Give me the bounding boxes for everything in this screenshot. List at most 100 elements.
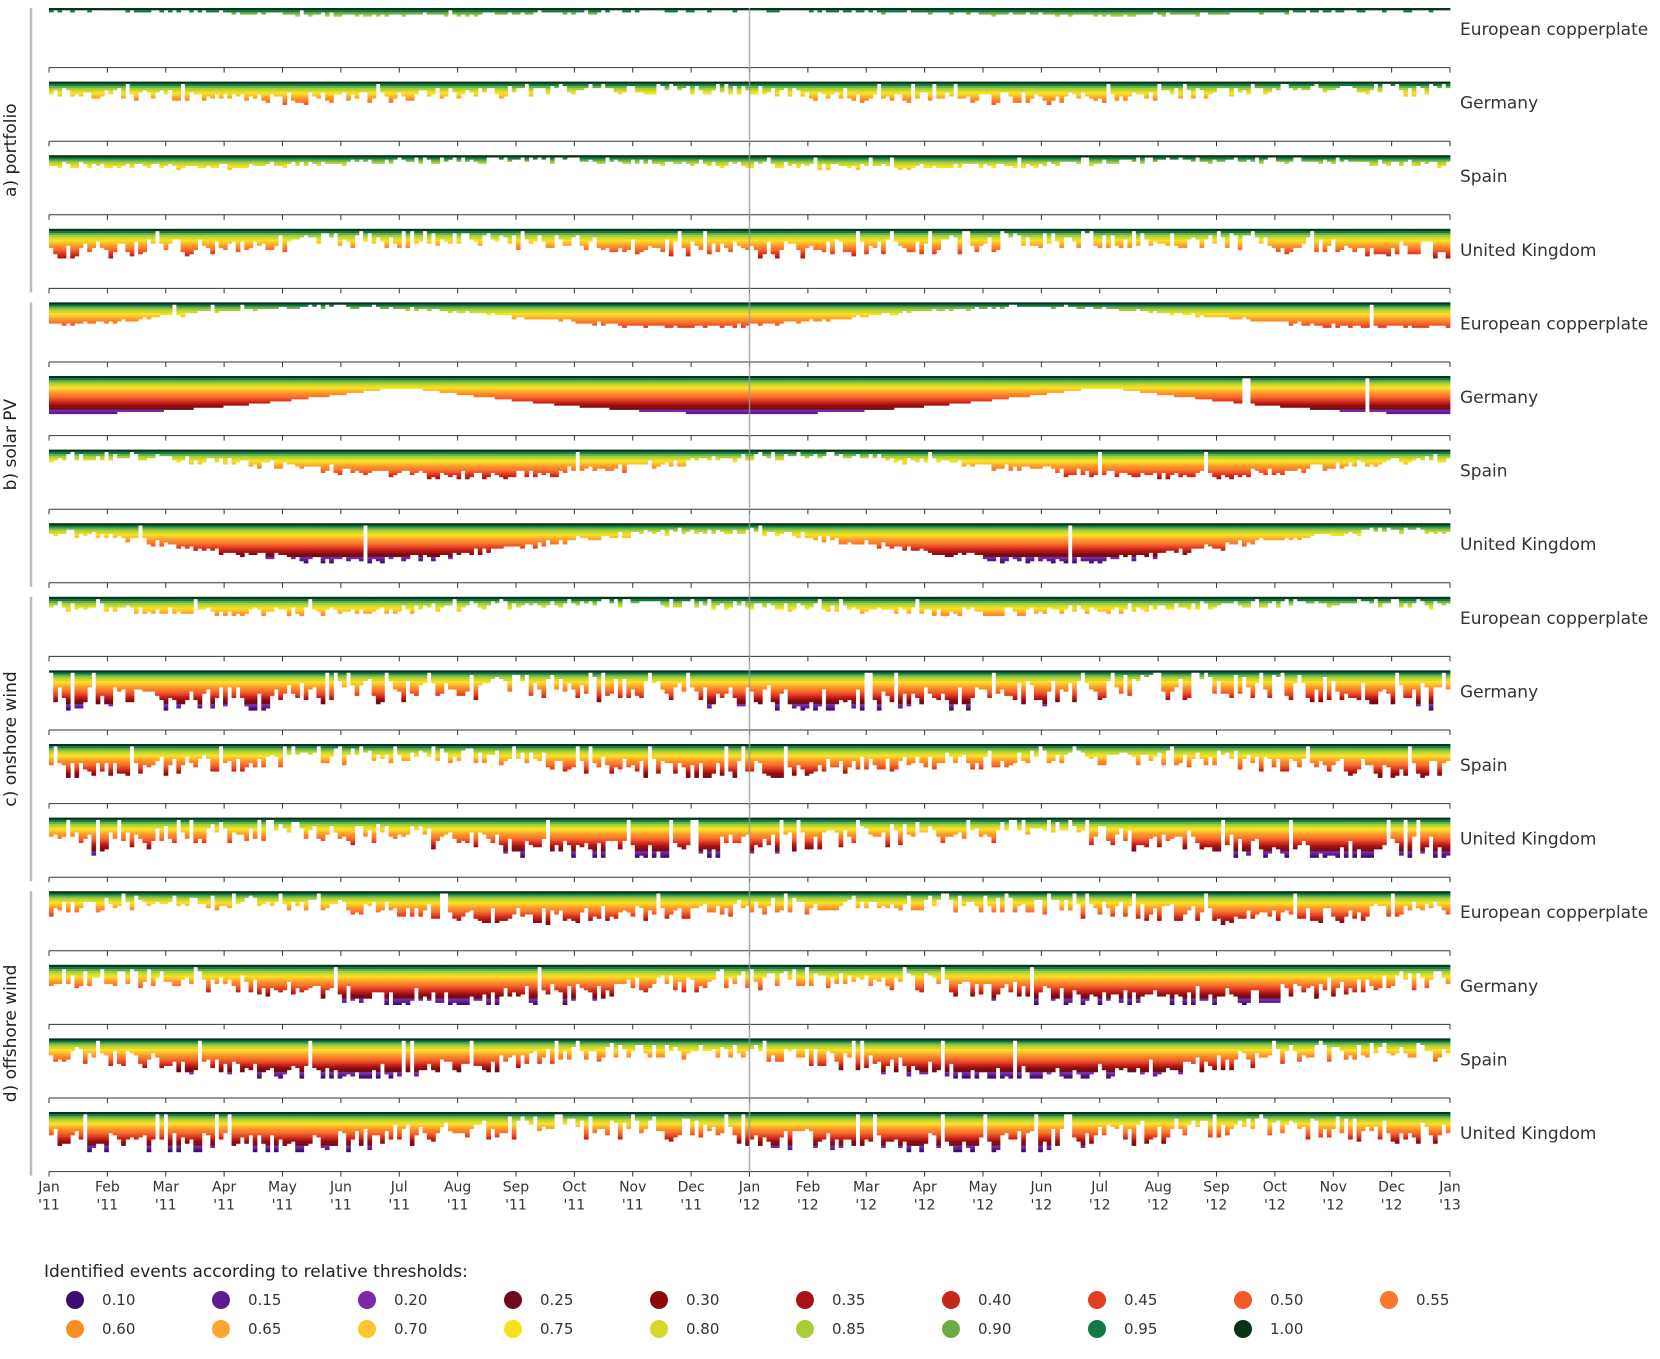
event-bar: [176, 88, 181, 90]
event-bar: [1059, 12, 1064, 14]
event-bar: [550, 8, 555, 10]
event-bar: [66, 84, 71, 86]
event-bar: [57, 88, 62, 90]
event-bar: [512, 8, 517, 10]
event-bar: [406, 8, 411, 10]
event-bar: [134, 92, 139, 94]
event-bar: [584, 8, 589, 10]
event-bar: [87, 82, 92, 84]
event-threshold-chart: European copperplateGermanySpainUnited K…: [0, 0, 1660, 1359]
event-bar: [1127, 10, 1132, 12]
event-bar: [1403, 8, 1408, 10]
event-bar: [495, 12, 500, 14]
event-bar: [189, 86, 194, 88]
event-bar: [147, 82, 152, 84]
event-bar: [563, 8, 568, 10]
event-bar: [401, 10, 406, 12]
event-bar: [1161, 14, 1166, 16]
event-bar: [435, 10, 440, 12]
event-bar: [665, 8, 670, 10]
event-bar: [1161, 10, 1166, 12]
event-bar: [1187, 10, 1192, 12]
event-bar: [121, 88, 126, 90]
event-bar: [554, 10, 559, 12]
event-bar: [384, 10, 389, 12]
event-bar: [210, 8, 215, 10]
event-bar: [1051, 12, 1056, 14]
event-bar: [779, 8, 784, 10]
event-bar: [193, 88, 198, 90]
event-bar: [172, 96, 177, 98]
event-bar: [1208, 8, 1213, 10]
event-bar: [1412, 8, 1417, 10]
event-bar: [1310, 8, 1315, 10]
event-bar: [962, 10, 967, 12]
event-bar: [253, 12, 258, 14]
event-bar: [924, 10, 929, 12]
event-bar: [291, 8, 296, 10]
event-bar: [198, 92, 203, 94]
event-bar: [172, 82, 177, 84]
event-bar: [1284, 12, 1289, 14]
event-bar: [1323, 10, 1328, 12]
event-bar: [1212, 8, 1217, 10]
event-bar: [87, 84, 92, 86]
event-bar: [592, 12, 597, 14]
event-bar: [1335, 10, 1340, 12]
event-bar: [100, 84, 105, 86]
event-bar: [1123, 12, 1128, 14]
event-bar: [440, 12, 445, 14]
event-bar: [1072, 8, 1077, 10]
event-bar: [775, 10, 780, 12]
event-bar: [1115, 14, 1120, 16]
event-bar: [1229, 8, 1234, 10]
event-bar: [1178, 10, 1183, 12]
event-bar: [117, 82, 122, 84]
event-bar: [478, 8, 483, 10]
event-bar: [1008, 8, 1013, 10]
event-bar: [503, 10, 508, 12]
event-bar: [1170, 8, 1175, 10]
event-bar: [716, 8, 721, 10]
event-bar: [592, 8, 597, 10]
event-bar: [508, 10, 513, 12]
event-bar: [380, 8, 385, 10]
event-bar: [622, 8, 627, 10]
event-bar: [202, 92, 207, 94]
event-bar: [966, 8, 971, 10]
event-bar: [1195, 10, 1200, 12]
event-bar: [983, 10, 988, 12]
event-bar: [121, 8, 126, 10]
event-bar: [567, 8, 572, 10]
event-bar: [1442, 8, 1447, 10]
event-bar: [70, 86, 75, 88]
event-bar: [898, 8, 903, 10]
event-bar: [159, 10, 164, 12]
event-bar: [312, 10, 317, 12]
event-bar: [444, 14, 449, 16]
event-bar: [1446, 8, 1451, 10]
event-bar: [376, 14, 381, 16]
event-bar: [113, 8, 118, 10]
event-bar: [159, 88, 164, 90]
event-bar: [397, 8, 402, 10]
event-bar: [839, 8, 844, 10]
event-bar: [491, 8, 496, 10]
event-bar: [198, 10, 203, 12]
event-bar: [100, 90, 105, 92]
event-bar: [1195, 14, 1200, 16]
event-bar: [860, 8, 865, 10]
event-bar: [987, 12, 992, 14]
event-bar: [1068, 14, 1073, 16]
event-bar: [580, 10, 585, 12]
event-bar: [338, 14, 343, 16]
event-bar: [1098, 12, 1103, 14]
event-bar: [342, 8, 347, 10]
event-bar: [1191, 8, 1196, 10]
event-bar: [474, 10, 479, 12]
event-bar: [100, 86, 105, 88]
event-bar: [953, 10, 958, 12]
event-bar: [1042, 10, 1047, 12]
event-bar: [325, 12, 330, 14]
event-bar: [406, 10, 411, 12]
